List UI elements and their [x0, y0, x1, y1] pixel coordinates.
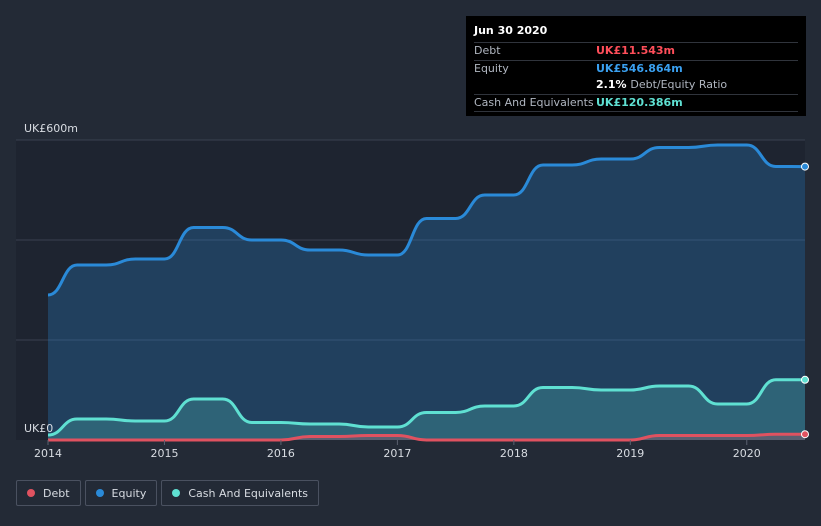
legend-item-equity[interactable]: Equity	[84, 480, 158, 506]
tooltip-row-debt: Debt UK£11.543m	[474, 42, 798, 60]
end-point-cash-and-equivalents	[801, 375, 809, 384]
tooltip-cash-label: Cash And Equivalents	[474, 95, 594, 109]
legend-equity-label: Equity	[111, 486, 147, 500]
legend-cash-label: Cash And Equivalents	[188, 486, 308, 500]
tooltip-row-cash: Cash And Equivalents UK£120.386m	[474, 93, 798, 112]
tooltip-cash-value: UK£120.386m	[596, 95, 683, 109]
tooltip-panel: Jun 30 2020 Debt UK£11.543m Equity UK£54…	[466, 16, 806, 116]
tooltip-debt-label: Debt	[474, 44, 501, 57]
legend-cash-dot-icon	[172, 489, 181, 497]
legend-debt-dot-icon	[27, 489, 35, 497]
end-point-debt	[801, 430, 809, 439]
series-end-points	[801, 162, 809, 439]
line-equity	[47, 143, 806, 297]
series-lines	[47, 143, 806, 442]
legend-item-cash[interactable]: Cash And Equivalents	[161, 480, 319, 506]
tooltip-equity-value: UK£546.864m	[596, 61, 683, 75]
x-tick-label-2018: 2018	[500, 447, 528, 460]
line-debt	[48, 432, 806, 442]
tooltip-row-equity: Equity UK£546.864m	[474, 59, 798, 78]
legend: Debt Equity Cash And Equivalents	[16, 480, 319, 508]
x-tick-label-2019: 2019	[616, 447, 644, 460]
tooltip-date: Jun 30 2020	[474, 24, 548, 37]
x-tick-label-2014: 2014	[34, 447, 62, 460]
x-tick-label-2016: 2016	[267, 447, 295, 460]
plot-background	[16, 140, 805, 440]
area-cash-and-equivalents	[48, 379, 805, 440]
tooltip-debt-value: UK£11.543m	[596, 44, 676, 57]
end-point-equity	[801, 162, 809, 171]
tooltip-ratio-label: Debt/Equity Ratio	[630, 78, 728, 91]
y-axis-bottom-label: UK£0	[24, 422, 53, 435]
line-cash-and-equivalents	[47, 378, 805, 437]
legend-debt-label: Debt	[43, 486, 70, 500]
tooltip-ratio: 2.1% Debt/Equity Ratio	[596, 77, 727, 94]
area-equity	[48, 145, 805, 440]
legend-item-debt[interactable]: Debt	[16, 480, 81, 506]
x-axis-ticks: 2014 2015 2016 2017 2018 2019 2020	[34, 440, 761, 460]
legend-equity-dot-icon	[95, 489, 104, 497]
tooltip-row-ratio: 2.1% Debt/Equity Ratio	[474, 77, 798, 94]
tooltip-ratio-value: 2.1%	[596, 78, 627, 91]
x-tick-label-2020: 2020	[733, 447, 761, 460]
x-tick-label-2015: 2015	[150, 447, 178, 460]
tooltip-equity-label: Equity	[474, 61, 509, 75]
y-axis-top-label: UK£600m	[24, 122, 78, 135]
x-tick-label-2017: 2017	[383, 447, 411, 460]
